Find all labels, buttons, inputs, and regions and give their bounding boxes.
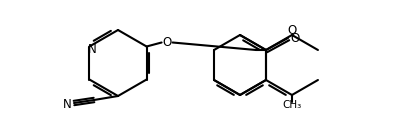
Text: N: N xyxy=(63,97,71,111)
Text: O: O xyxy=(162,36,171,49)
Text: O: O xyxy=(290,31,300,45)
Text: O: O xyxy=(287,24,297,37)
Text: N: N xyxy=(88,43,97,56)
Text: CH₃: CH₃ xyxy=(282,100,302,110)
